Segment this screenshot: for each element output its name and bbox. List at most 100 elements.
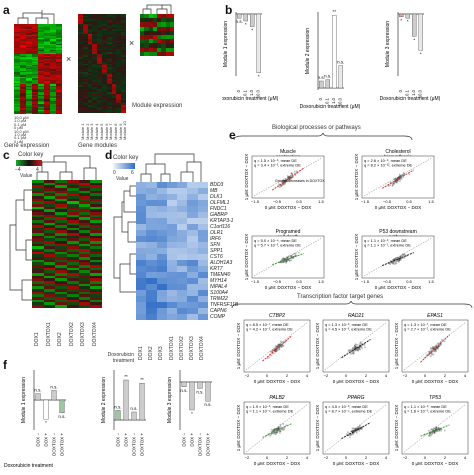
data-point bbox=[402, 171, 405, 174]
data-point bbox=[275, 431, 278, 433]
x-tick: −2 bbox=[245, 373, 250, 378]
fit-line bbox=[271, 167, 305, 191]
data-point bbox=[278, 343, 280, 346]
data-point bbox=[437, 346, 440, 349]
data-point bbox=[403, 173, 406, 176]
q-extreme: q = 8.7 × 10⁻⁴, extreme DE bbox=[325, 409, 373, 414]
data-point bbox=[432, 353, 435, 356]
data-point bbox=[433, 432, 436, 435]
fit-line bbox=[381, 169, 415, 189]
data-point bbox=[391, 261, 394, 264]
data-point bbox=[274, 433, 277, 436]
q-extreme: q = 1.1 × 10⁻⁴, extreme DE bbox=[246, 409, 294, 414]
tf-scatter-3: EPAS1 q = 1.3 × 10⁻⁷, mean DEq = 2.7 × 10… bbox=[394, 313, 469, 384]
data-point bbox=[398, 175, 401, 178]
data-point bbox=[290, 172, 293, 175]
panel-b-xaxis-3: Doxorubicin treatment (μM) 0 0.1 1.0 10.0 bbox=[380, 89, 441, 102]
data-point bbox=[275, 428, 278, 431]
data-point bbox=[288, 260, 291, 262]
data-point bbox=[282, 428, 285, 431]
data-point bbox=[430, 428, 433, 431]
data-point bbox=[353, 349, 355, 352]
data-point bbox=[280, 346, 283, 349]
data-point bbox=[279, 423, 282, 426]
data-point bbox=[432, 347, 435, 350]
data-point bbox=[289, 174, 292, 177]
data-point bbox=[396, 257, 399, 259]
panel-b-xaxis-2: Doxorubicin treatment (μM) 0 0.1 1.0 10.0 bbox=[300, 97, 361, 110]
data-point bbox=[350, 352, 352, 355]
data-point bbox=[402, 172, 405, 175]
q-mean: q = 5.0 × 10⁻⁴, mean DE bbox=[254, 238, 297, 243]
data-point bbox=[276, 344, 279, 347]
bar bbox=[123, 379, 129, 421]
gene-label: ALDH1A3 bbox=[210, 260, 233, 266]
data-point bbox=[392, 183, 395, 186]
x-tick: −1.5 bbox=[251, 199, 260, 204]
category-label: 0.1 bbox=[243, 89, 248, 95]
data-point bbox=[282, 261, 285, 264]
panel-d-column-label: DOXTOX4 bbox=[199, 336, 206, 360]
data-point bbox=[354, 349, 357, 352]
panel-a-dendrogram-module bbox=[142, 4, 172, 14]
data-point bbox=[349, 436, 351, 439]
data-point bbox=[272, 429, 274, 432]
data-point bbox=[274, 346, 277, 349]
concentration-label: 0.1 μM bbox=[14, 135, 27, 141]
scatter-title: EPAS1 bbox=[427, 313, 443, 319]
data-point bbox=[280, 184, 283, 187]
data-point bbox=[399, 255, 402, 258]
data-point bbox=[354, 346, 357, 348]
data-point bbox=[430, 351, 433, 354]
data-point bbox=[400, 177, 403, 180]
data-point bbox=[433, 431, 435, 434]
data-point bbox=[282, 261, 285, 264]
identity-line bbox=[403, 321, 467, 371]
x-axis-label: Doxorubicin treatment bbox=[4, 463, 54, 469]
x-tick: 0 bbox=[266, 373, 269, 378]
data-point bbox=[437, 346, 439, 349]
tf-scatterplots: CTBP2 q = 8.5 × 10⁻⁷, mean DEq = 4.2 × 10… bbox=[236, 313, 469, 466]
data-point bbox=[274, 427, 277, 430]
data-point bbox=[439, 428, 442, 431]
panel-d-dendrogram-top bbox=[140, 153, 202, 182]
data-point bbox=[435, 430, 438, 433]
data-point bbox=[286, 256, 289, 259]
data-point bbox=[434, 349, 437, 351]
x-tick: −0.5 bbox=[383, 199, 392, 204]
data-point bbox=[355, 427, 358, 430]
identity-line bbox=[245, 403, 309, 453]
data-point bbox=[434, 345, 437, 348]
y-axis-label: 1 μM: DOXTOX − DOX bbox=[244, 234, 249, 280]
y-axis-label: Module 3 expression bbox=[167, 377, 173, 423]
gene-label: S100A4 bbox=[210, 290, 228, 296]
data-point bbox=[285, 256, 288, 259]
x-axis-label: 0 μM: DOXTOX − DOX bbox=[412, 379, 458, 384]
bar-chart-1: Module 1 expression n.s. DOX − * DOX + n.s. DO… bbox=[21, 370, 66, 456]
data-point bbox=[276, 427, 279, 430]
data-point bbox=[425, 354, 428, 357]
data-point bbox=[393, 258, 396, 261]
gene-label: BDD3 bbox=[210, 182, 224, 188]
q-extreme: q = 8.2 × 10⁻¹², extreme DE bbox=[364, 163, 413, 168]
significance-mark: n.s. bbox=[50, 384, 57, 389]
x-tick: 2 bbox=[444, 373, 447, 378]
category-label: 0.1 bbox=[405, 89, 410, 95]
data-point bbox=[276, 427, 278, 430]
q-extreme: q = 3.4 × 10⁻², extreme DE bbox=[254, 163, 301, 168]
fit-line bbox=[341, 339, 371, 359]
x-tick: −1.5 bbox=[361, 199, 370, 204]
data-point bbox=[353, 344, 356, 347]
data-point bbox=[443, 340, 446, 343]
data-point bbox=[279, 430, 282, 433]
fit-line bbox=[381, 252, 415, 266]
data-point bbox=[429, 347, 432, 349]
data-point bbox=[356, 349, 359, 352]
data-point bbox=[358, 426, 361, 429]
category-label: DOX − bbox=[182, 433, 187, 447]
data-point bbox=[392, 262, 395, 265]
x-tick: 0 bbox=[424, 373, 427, 378]
data-point bbox=[281, 258, 284, 261]
category-label: DOX + bbox=[44, 433, 49, 447]
data-point bbox=[403, 253, 405, 256]
